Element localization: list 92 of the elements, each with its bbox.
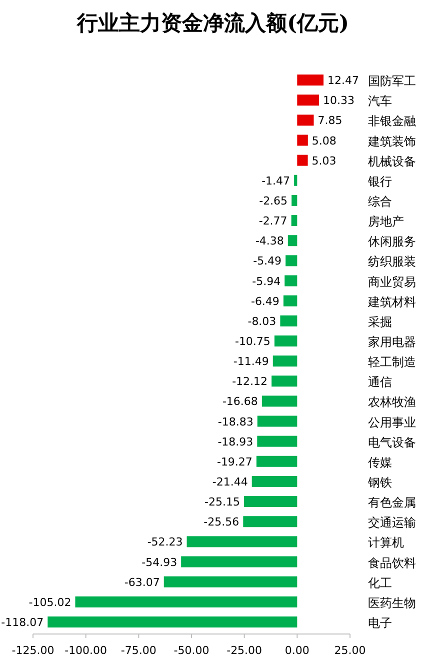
bar [284, 275, 298, 286]
y-tick-label: 建筑装饰 [367, 134, 416, 148]
x-tick-label: 25.00 [334, 644, 366, 657]
x-tick-label: -25.00 [226, 644, 262, 657]
bar [272, 376, 298, 387]
y-tick-label: 计算机 [368, 536, 404, 550]
y-tick-label: 食品饮料 [368, 556, 416, 570]
data-label: -10.75 [234, 334, 270, 348]
bar [186, 536, 298, 548]
x-tick-label: 0.00 [284, 644, 310, 657]
data-label: -11.49 [233, 355, 269, 368]
bar [280, 315, 298, 326]
bar [286, 255, 298, 266]
x-tick-label: -75.00 [120, 644, 156, 657]
bar [252, 476, 298, 487]
y-tick-label: 农林牧渔 [368, 395, 416, 410]
y-tick-label: 轻工制造 [368, 355, 416, 370]
y-tick-label: 纺织服装 [368, 254, 416, 269]
data-label: -12.12 [232, 375, 268, 388]
bar [291, 215, 298, 226]
y-tick-label: 房地产 [368, 214, 404, 229]
y-tick-label: 公用事业 [368, 415, 416, 430]
bar [297, 114, 314, 126]
data-label: -21.44 [212, 475, 248, 488]
data-label: 5.03 [312, 154, 336, 168]
data-label: -6.49 [250, 294, 280, 308]
data-label: -4.38 [255, 234, 284, 248]
y-tick-label: 电子 [368, 616, 392, 630]
bar [272, 356, 298, 367]
y-tick-label: 电气设备 [368, 435, 416, 450]
bar [257, 436, 298, 447]
data-label: 12.47 [328, 74, 360, 88]
y-tick-label: 钢铁 [367, 475, 392, 490]
chart-title: 行业主力资金净流入额(亿元) [76, 10, 349, 35]
data-label: -1.47 [262, 174, 290, 188]
bar [294, 174, 298, 186]
y-tick-label: 国防军工 [368, 74, 416, 88]
data-label: -118.07 [1, 616, 44, 629]
data-label: -18.83 [218, 415, 254, 428]
bar [297, 74, 324, 86]
data-label: -19.27 [216, 455, 252, 468]
data-label: 5.08 [312, 134, 336, 148]
bar [297, 94, 319, 106]
y-tick-label: 家用电器 [368, 334, 416, 349]
x-tick-label: -50.00 [174, 644, 210, 657]
bar [75, 596, 298, 608]
data-label: -25.15 [204, 496, 240, 509]
bar [297, 154, 308, 166]
bar [244, 496, 298, 508]
y-tick-label: 银行 [367, 174, 392, 188]
bar [48, 616, 298, 628]
bar [243, 516, 298, 528]
data-label: -5.49 [253, 254, 282, 268]
data-label: -8.03 [248, 314, 276, 328]
y-tick-label: 通信 [368, 375, 392, 390]
y-tick-label: 采掘 [368, 314, 392, 329]
bar [164, 576, 298, 588]
y-tick-label: 商业贸易 [368, 274, 416, 289]
bar [297, 134, 308, 146]
data-label: -63.07 [124, 576, 160, 589]
bar [292, 194, 298, 206]
data-label: -18.93 [218, 435, 254, 448]
data-label: -105.02 [28, 596, 72, 609]
bar [288, 235, 298, 246]
data-label: -54.93 [142, 556, 178, 569]
y-tick-label: 机械设备 [368, 154, 416, 168]
y-tick-label: 休闲服务 [368, 234, 416, 249]
data-label: -5.94 [252, 274, 281, 288]
bar [262, 396, 298, 407]
data-label: 10.33 [322, 94, 354, 108]
bar [257, 416, 298, 427]
y-tick-label: 建筑材料 [367, 294, 416, 309]
x-tick-label: -125.00 [12, 644, 54, 657]
bar [283, 295, 298, 306]
bar [181, 556, 298, 568]
y-tick-label: 传媒 [368, 455, 392, 470]
data-label: -52.23 [147, 536, 183, 549]
y-tick-label: 有色金属 [368, 496, 416, 510]
data-label: -2.77 [258, 214, 288, 228]
data-label: -2.65 [259, 194, 288, 208]
x-tick-label: -100.00 [64, 644, 108, 657]
data-label: -16.68 [222, 395, 258, 408]
data-label: 7.85 [318, 114, 342, 128]
data-label: -25.56 [204, 516, 240, 529]
y-tick-label: 非银金融 [368, 114, 416, 128]
y-tick-label: 交通运输 [368, 516, 416, 530]
y-tick-label: 综合 [368, 194, 392, 208]
y-tick-label: 化工 [368, 576, 392, 590]
bar [274, 335, 298, 346]
y-tick-label: 医药生物 [368, 596, 416, 610]
bar [256, 456, 298, 467]
y-tick-label: 汽车 [368, 94, 392, 108]
